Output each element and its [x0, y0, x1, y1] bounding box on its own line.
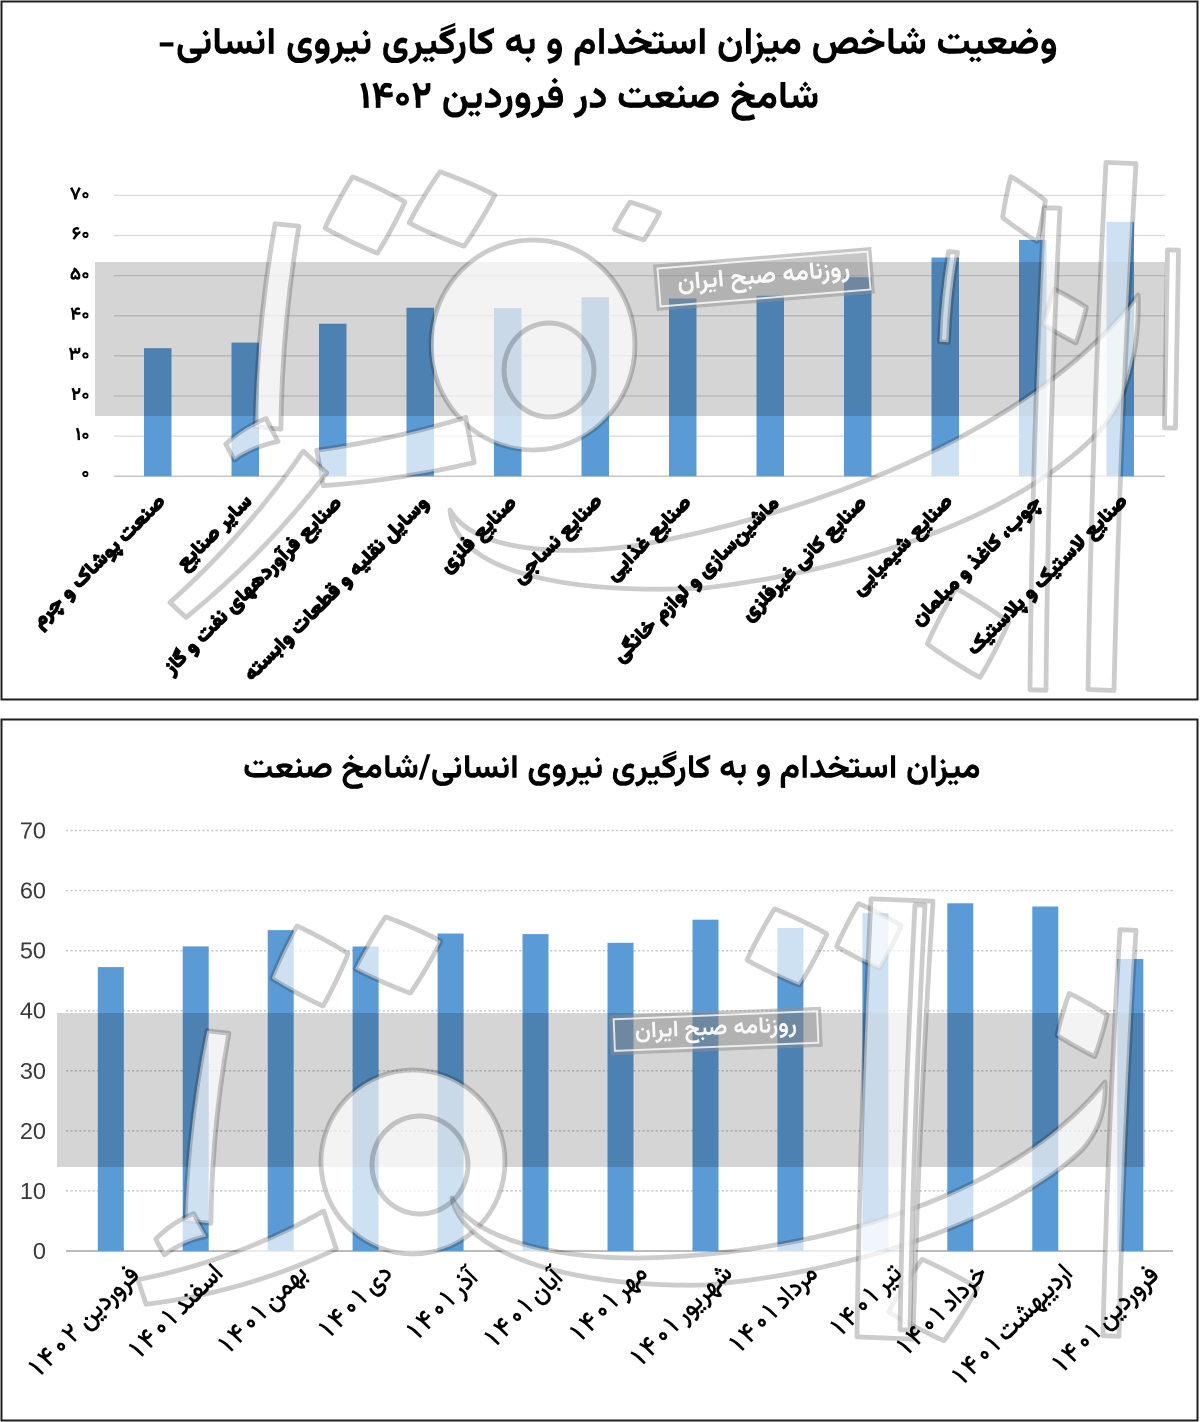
svg-text:10: 10 — [20, 1178, 46, 1204]
svg-text:60: 60 — [20, 878, 46, 904]
svg-text:0: 0 — [33, 1238, 46, 1264]
svg-text:50: 50 — [20, 938, 46, 964]
svg-text:30: 30 — [20, 1058, 46, 1084]
svg-text:20: 20 — [20, 1118, 46, 1144]
svg-text:70: 70 — [20, 818, 46, 844]
svg-text:40: 40 — [20, 998, 46, 1024]
